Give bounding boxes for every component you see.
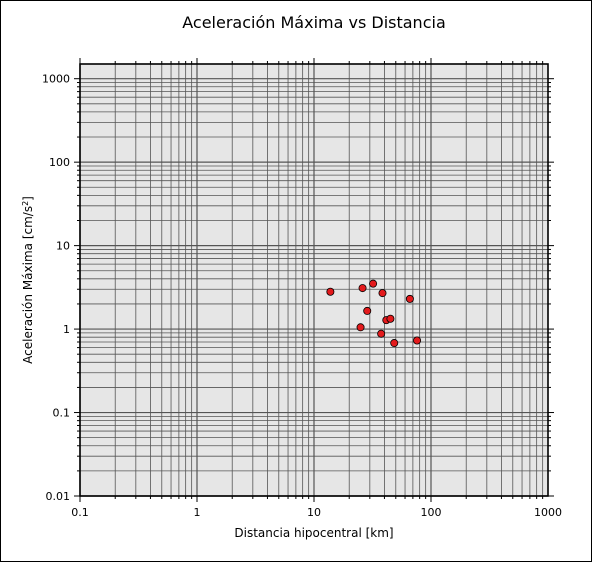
y-tick-labels: 0.01 0.1 1 10 100 1000 xyxy=(42,73,70,503)
x-tick-label: 10 xyxy=(307,506,321,519)
data-point xyxy=(405,294,414,303)
y-tick-label: 100 xyxy=(49,156,70,169)
y-axis-label: Aceleración Máxima [cm/s2] xyxy=(21,196,36,364)
data-point xyxy=(413,336,422,345)
data-point xyxy=(390,339,399,348)
x-tick-label: 1 xyxy=(194,506,201,519)
chart-title: Aceleración Máxima vs Distancia xyxy=(182,13,446,32)
data-point xyxy=(369,279,378,288)
data-point xyxy=(377,329,386,338)
data-point xyxy=(356,323,365,332)
data-point xyxy=(378,289,387,298)
data-points xyxy=(326,279,422,348)
data-point xyxy=(358,284,367,293)
y-tick-label: 1 xyxy=(63,323,70,336)
data-point xyxy=(386,314,395,323)
y-tick-label: 0.1 xyxy=(53,407,71,420)
x-tick-labels: 0.1 1 10 100 1000 xyxy=(71,506,562,519)
x-tick-label: 1000 xyxy=(534,506,562,519)
grid-lines xyxy=(79,64,548,497)
y-tick-label: 10 xyxy=(56,240,70,253)
y-tick-label: 0.01 xyxy=(46,490,71,503)
x-tick-label: 0.1 xyxy=(71,506,89,519)
y-axis-label-main: Aceleración Máxima [cm/s xyxy=(21,206,35,364)
y-axis-label-superscript: 2 xyxy=(21,201,30,206)
x-axis-label: Distancia hipocentral [km] xyxy=(234,526,393,540)
data-point xyxy=(363,306,372,315)
y-axis-label-end: ] xyxy=(21,196,35,201)
x-tick-label: 100 xyxy=(421,506,442,519)
plot-border xyxy=(79,63,549,497)
data-point xyxy=(326,287,335,296)
y-tick-label: 1000 xyxy=(42,73,70,86)
